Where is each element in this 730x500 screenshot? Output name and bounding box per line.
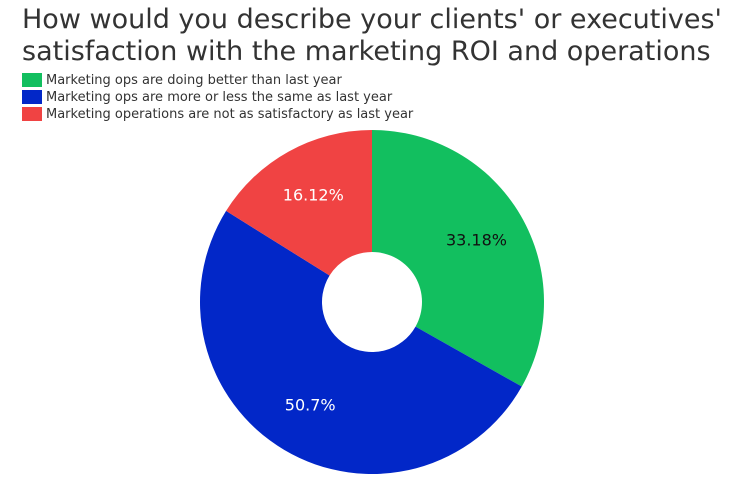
slice-label-worse: 16.12%: [283, 186, 344, 205]
legend-swatch-worse: [22, 107, 42, 121]
chart-title: How would you describe your clients' or …: [22, 4, 722, 67]
slice-same[interactable]: [200, 210, 522, 474]
legend: Marketing ops are doing better than last…: [22, 72, 413, 123]
slice-label-same: 50.7%: [285, 396, 336, 415]
slice-label-better: 33.18%: [446, 230, 507, 249]
legend-item-same[interactable]: Marketing ops are more or less the same …: [22, 89, 413, 105]
slice-better[interactable]: [372, 130, 545, 387]
slice-worse[interactable]: [226, 130, 372, 276]
legend-swatch-same: [22, 90, 42, 104]
legend-label-better: Marketing ops are doing better than last…: [46, 72, 342, 88]
legend-label-worse: Marketing operations are not as satisfac…: [46, 106, 414, 122]
legend-item-better[interactable]: Marketing ops are doing better than last…: [22, 72, 413, 88]
legend-item-worse[interactable]: Marketing operations are not as satisfac…: [22, 106, 413, 122]
legend-swatch-better: [22, 73, 42, 87]
legend-label-same: Marketing ops are more or less the same …: [46, 89, 393, 105]
